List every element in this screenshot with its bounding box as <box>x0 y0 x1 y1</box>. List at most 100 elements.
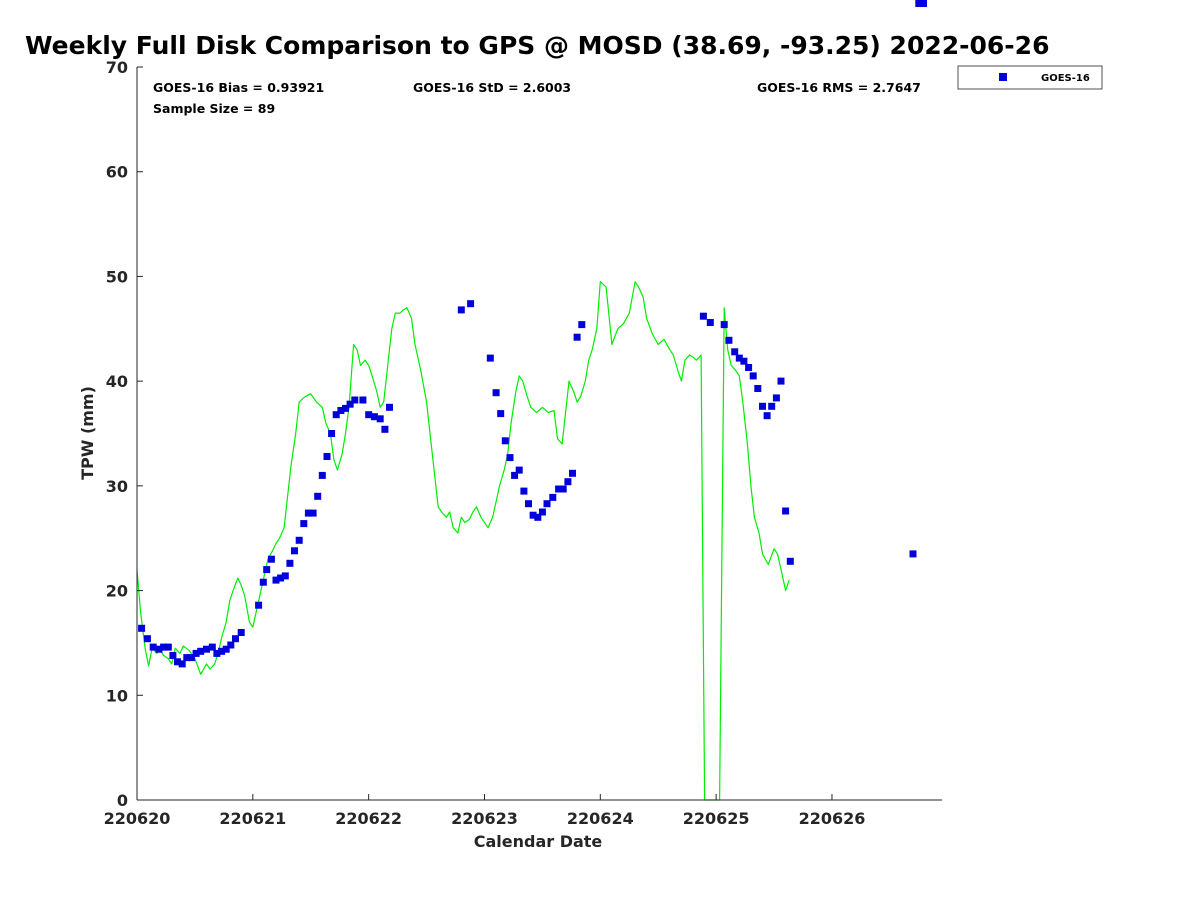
goes16-point <box>754 385 762 392</box>
goes16-point <box>578 321 586 329</box>
goes16-point <box>208 643 216 651</box>
goes16-point <box>149 643 157 651</box>
goes16-point <box>735 354 743 362</box>
goes16-point <box>525 500 532 508</box>
goes16-point <box>178 660 186 668</box>
goes16-point <box>337 407 345 414</box>
y-axis-ticks: 0 10 20 30 40 50 60 70 <box>106 58 143 810</box>
goes16-point <box>323 453 331 460</box>
goes16-point <box>506 454 514 462</box>
goes16-point <box>370 413 378 421</box>
goes16-point <box>555 485 563 493</box>
stat-sample-size: Sample Size = 89 <box>153 101 275 116</box>
y-tick-label: 30 <box>106 477 128 496</box>
goes16-point <box>699 312 707 320</box>
goes16-point <box>725 336 733 344</box>
goes16-point <box>920 0 927 7</box>
goes16-point <box>386 403 393 411</box>
goes16-point <box>272 576 280 584</box>
goes16-point <box>328 430 336 437</box>
x-tick-label: 220622 <box>335 809 402 828</box>
legend-marker-goes16 <box>999 73 1007 81</box>
goes16-point <box>281 572 289 580</box>
goes16-point <box>304 509 312 517</box>
stat-std: GOES-16 StD = 2.6003 <box>413 80 571 95</box>
goes16-point <box>376 415 384 423</box>
goes16-point <box>164 643 172 651</box>
gps-line <box>136 281 790 801</box>
goes16-point <box>286 559 294 567</box>
goes16-point <box>497 410 505 418</box>
goes16-point <box>332 411 340 419</box>
legend-box <box>957 65 1103 90</box>
y-tick-label: 70 <box>106 58 128 77</box>
goes16-point <box>359 396 367 404</box>
goes16-point <box>203 645 210 653</box>
goes16-point <box>549 493 557 501</box>
y-tick-label: 50 <box>106 267 128 286</box>
y-tick-label: 20 <box>106 582 128 601</box>
x-tick-label: 220626 <box>799 809 866 828</box>
goes16-point <box>227 641 235 649</box>
goes16-point <box>300 520 308 528</box>
goes16-point <box>346 400 354 408</box>
goes16-point <box>569 469 576 477</box>
goes16-point <box>467 300 475 308</box>
legend-label-goes16: GOES-16 <box>1041 73 1090 84</box>
goes16-point <box>342 404 349 412</box>
goes16-point <box>768 402 776 410</box>
goes16-point <box>457 306 465 314</box>
goes16-point <box>720 321 728 329</box>
legend: GOES-16 <box>957 65 1103 90</box>
goes16-point <box>291 547 298 555</box>
goes16-point <box>295 536 303 544</box>
goes16-point <box>731 348 739 356</box>
goes16-point <box>786 557 794 565</box>
goes16-point <box>759 402 766 410</box>
goes16-point <box>351 396 359 404</box>
goes16-point <box>564 478 572 486</box>
goes16-point <box>740 357 748 365</box>
chart-title: Weekly Full Disk Comparison to GPS @ MOS… <box>25 31 1049 60</box>
goes16-point <box>538 508 546 516</box>
y-tick-label: 60 <box>106 163 128 182</box>
goes16-point <box>745 364 753 371</box>
goes16-point <box>909 550 917 558</box>
goes16-point <box>501 437 509 445</box>
x-tick-label: 220621 <box>219 809 286 828</box>
goes16-point <box>534 513 542 521</box>
goes16-point <box>309 509 317 517</box>
x-tick-label: 220625 <box>683 809 750 828</box>
goes16-point <box>492 389 500 397</box>
goes16-point <box>192 649 200 657</box>
goes16-point <box>160 643 168 651</box>
goes16-point <box>187 654 195 662</box>
goes16-point <box>772 394 780 402</box>
goes16-point <box>183 654 191 662</box>
goes16-point <box>222 645 230 653</box>
goes16-point <box>520 487 528 495</box>
y-tick-label: 0 <box>117 791 128 810</box>
x-axis-ticks: 220620 220621 220622 220623 220624 220625 2206… <box>104 794 866 828</box>
x-tick-label: 220624 <box>567 809 634 828</box>
goes16-point <box>174 658 181 666</box>
goes16-point <box>782 507 790 515</box>
axes-background <box>137 67 942 800</box>
goes16-point <box>486 354 494 362</box>
goes16-point <box>263 566 271 574</box>
x-tick-label: 220620 <box>104 809 171 828</box>
stat-bias: GOES-16 Bias = 0.93921 <box>153 80 324 95</box>
goes16-point <box>559 485 567 493</box>
stat-rms: GOES-16 RMS = 2.7647 <box>757 80 921 95</box>
x-tick-label: 220623 <box>451 809 518 828</box>
goes16-point <box>515 466 523 474</box>
y-tick-label: 10 <box>106 686 128 705</box>
goes16-point <box>218 647 226 655</box>
goes16-point <box>511 471 519 479</box>
goes16-point <box>915 0 923 7</box>
goes16-point <box>197 647 205 655</box>
goes16-point <box>237 629 245 636</box>
plot-area <box>137 67 942 800</box>
goes16-point <box>763 412 771 420</box>
goes16-point <box>706 319 714 326</box>
